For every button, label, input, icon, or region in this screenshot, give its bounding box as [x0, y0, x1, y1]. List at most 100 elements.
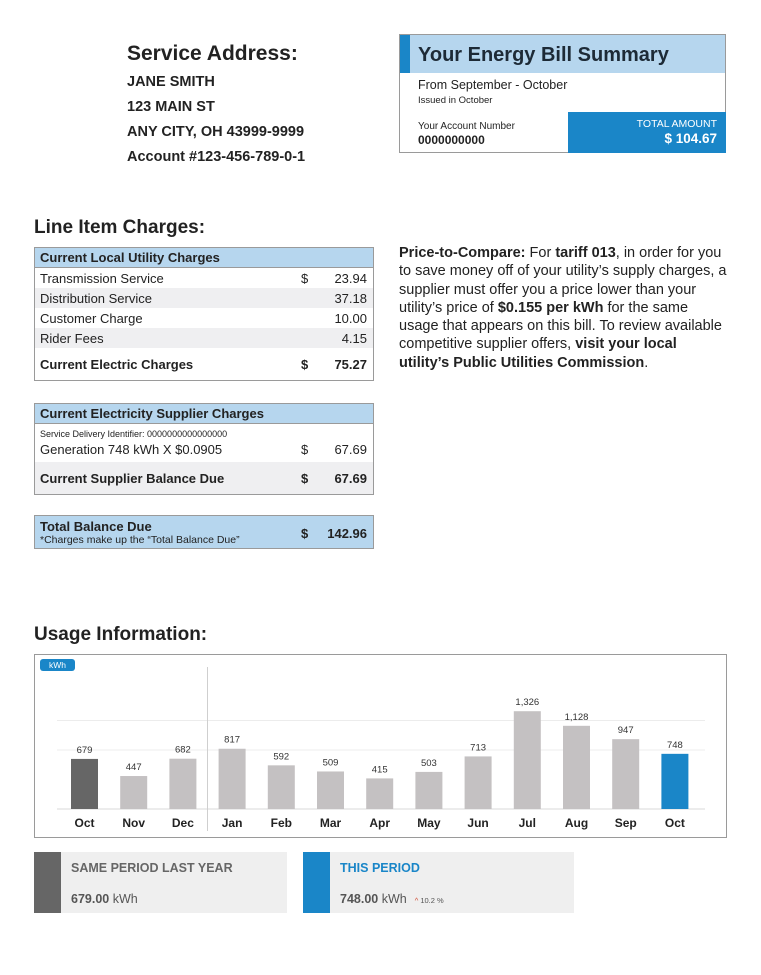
- total-currency: $: [301, 357, 309, 372]
- total-label: Current Electric Charges: [40, 357, 194, 372]
- charge-label: Distribution Service: [40, 291, 152, 306]
- total-amount: 75.27: [334, 357, 367, 372]
- month-tick-label: Dec: [172, 816, 194, 830]
- usage-bar: [120, 776, 148, 809]
- usage-bar: [169, 758, 197, 809]
- service-address-block: Service Address: JANE SMITH 123 MAIN ST …: [127, 42, 305, 170]
- this-period-value: 748.00 kWh ^ 10.2 %: [340, 892, 444, 906]
- electric-charges-total-row: Current Electric Charges $ 75.27: [35, 348, 373, 380]
- usage-bar: [464, 756, 492, 809]
- usage-bar: [218, 748, 246, 809]
- supplier-balance-label: Current Supplier Balance Due: [40, 471, 225, 486]
- month-tick-label: Jun: [467, 816, 488, 830]
- bar-value-label: 713: [470, 742, 486, 753]
- bar-value-label: 415: [372, 764, 388, 775]
- bar-value-label: 817: [224, 735, 240, 746]
- last-year-unit: kWh: [112, 892, 138, 906]
- bar-value-label: 1,326: [515, 697, 539, 708]
- total-balance-due-box: Total Balance Due *Charges make up the “…: [34, 515, 374, 549]
- bar-value-label: 503: [421, 758, 437, 769]
- charge-label: Customer Charge: [40, 311, 143, 326]
- same-period-last-year-card: SAME PERIOD LAST YEAR 679.00 kWh: [34, 852, 287, 913]
- total-balance-amount: 142.96: [327, 526, 367, 541]
- month-tick-label: Oct: [74, 816, 94, 830]
- this-period-kwh: 748.00: [340, 892, 379, 906]
- city-state-zip: ANY CITY, OH 43999-9999: [127, 124, 305, 140]
- this-period-label: THIS PERIOD: [340, 861, 420, 875]
- charge-amount: 4.15: [341, 331, 367, 346]
- month-tick-label: Sep: [615, 816, 637, 830]
- charge-row: Distribution Service 37.18: [35, 288, 373, 308]
- total-balance-note: *Charges make up the “Total Balance Due”: [40, 534, 240, 546]
- usage-bar: [612, 739, 640, 809]
- usage-bar: [267, 765, 295, 809]
- last-year-color-stripe: [34, 852, 61, 913]
- month-tick-label: Aug: [565, 816, 588, 830]
- ptc-text: , in order for you to save money off of …: [399, 245, 727, 316]
- usage-bar: [317, 771, 344, 809]
- bar-value-label: 748: [667, 740, 683, 751]
- charge-label: Transmission Service: [40, 271, 164, 286]
- usage-bar: [563, 725, 590, 809]
- issued-date: Issued in October: [418, 95, 493, 106]
- bar-value-label: 947: [618, 725, 634, 736]
- month-tick-label: Apr: [369, 816, 390, 830]
- month-tick-label: Nov: [122, 816, 145, 830]
- ptc-text: For: [525, 245, 556, 261]
- month-tick-label: Jan: [222, 816, 243, 830]
- usage-bar: [513, 711, 541, 809]
- month-tick-label: Feb: [271, 816, 292, 830]
- ptc-text: .: [644, 354, 649, 371]
- total-amount-box: TOTAL AMOUNT $ 104.67: [568, 112, 726, 153]
- bar-value-label: 679: [77, 745, 93, 756]
- ptc-tariff: tariff 013: [555, 245, 616, 261]
- generation-row: Generation 748 kWh X $0.0905 $ 67.69: [35, 441, 373, 462]
- bar-value-label: 447: [126, 762, 142, 773]
- charge-currency: $: [301, 271, 309, 286]
- service-address-title: Service Address:: [127, 42, 298, 65]
- supplier-balance-currency: $: [301, 471, 309, 486]
- billing-period: From September - October: [418, 78, 568, 92]
- month-tick-label: Mar: [320, 816, 342, 830]
- usage-bar: [661, 753, 689, 809]
- generation-amount: 67.69: [334, 442, 367, 457]
- usage-bar: [415, 771, 443, 809]
- generation-label: Generation 748 kWh X $0.0905: [40, 442, 223, 457]
- last-year-value: 679.00 kWh: [71, 892, 138, 906]
- local-charges-header: Current Local Utility Charges: [35, 248, 373, 268]
- bar-value-label: 509: [323, 757, 339, 768]
- supplier-balance-row: Current Supplier Balance Due $ 67.69: [35, 462, 373, 494]
- month-tick-label: May: [417, 816, 441, 830]
- this-period-card: THIS PERIOD 748.00 kWh ^ 10.2 %: [303, 852, 574, 913]
- total-amount-label: TOTAL AMOUNT: [636, 118, 717, 130]
- charge-amount: 23.94: [334, 271, 367, 286]
- usage-bar-chart-svg: 679 Oct 447 Nov 682 Dec 817 Jan 592 Feb 509 Mar 415 A…: [57, 667, 705, 831]
- account-number-label: Your Account Number: [418, 121, 515, 132]
- charge-row: Rider Fees 4.15: [35, 328, 373, 348]
- charge-label: Rider Fees: [40, 331, 104, 346]
- this-period-unit: kWh: [381, 892, 407, 906]
- kwh-unit-badge: kWh: [40, 659, 75, 671]
- charge-amount: 37.18: [334, 291, 367, 306]
- supplier-charges-table: Current Electricity Supplier Charges Ser…: [34, 403, 374, 495]
- month-tick-label: Oct: [665, 816, 685, 830]
- last-year-label: SAME PERIOD LAST YEAR: [71, 861, 233, 875]
- generation-currency: $: [301, 442, 309, 457]
- usage-change-percent: 10.2 %: [420, 896, 444, 905]
- charge-amount: 10.00: [334, 311, 367, 326]
- bill-summary-header: Your Energy Bill Summary: [400, 35, 725, 73]
- ptc-text: for the same usage that appears on this …: [399, 299, 722, 353]
- bill-summary-box: Your Energy Bill Summary From September …: [399, 34, 726, 153]
- total-balance-label: Total Balance Due: [40, 519, 152, 534]
- usage-bar: [366, 778, 394, 809]
- bar-value-label: 592: [273, 751, 289, 762]
- usage-change-indicator: ^ 10.2 %: [415, 896, 444, 905]
- street-address: 123 MAIN ST: [127, 99, 215, 115]
- month-tick-label: Jul: [519, 816, 536, 830]
- ptc-commission-link[interactable]: visit your local utility’s Public Utilit…: [399, 336, 677, 371]
- this-period-color-stripe: [303, 852, 330, 913]
- bill-summary-title: Your Energy Bill Summary: [418, 44, 669, 66]
- total-balance-currency: $: [301, 526, 309, 541]
- total-amount-value: $ 104.67: [664, 131, 717, 146]
- supplier-charges-header: Current Electricity Supplier Charges: [35, 404, 373, 424]
